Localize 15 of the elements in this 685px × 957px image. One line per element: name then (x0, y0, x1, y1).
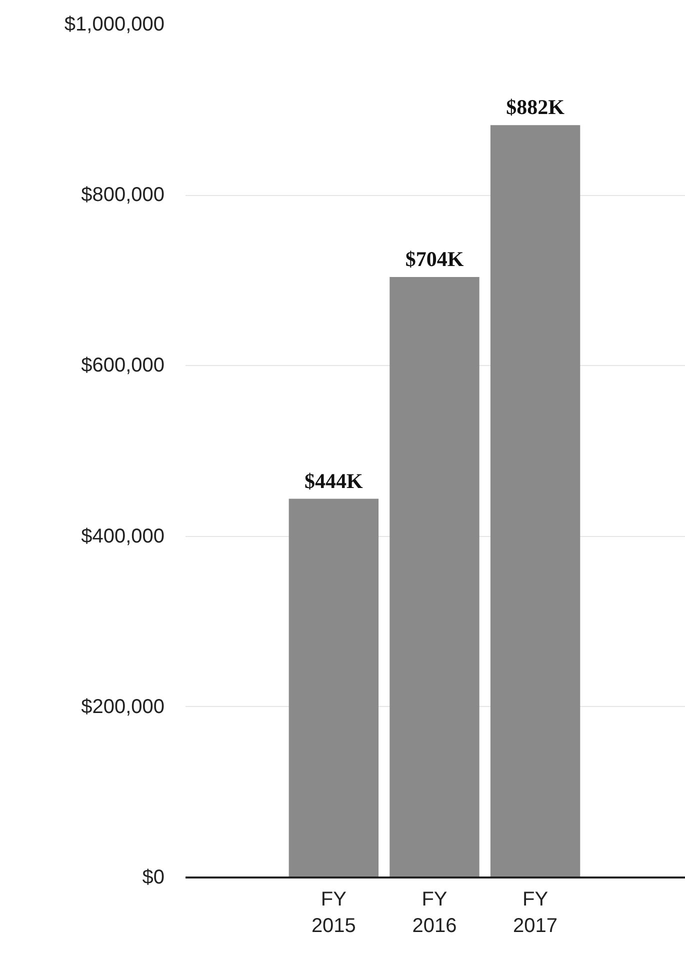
bar (490, 125, 580, 878)
y-tick-label: $200,000 (81, 696, 165, 718)
bar (288, 498, 379, 878)
x-tick-label: FY 2015 (311, 888, 356, 937)
y-tick-label: $0 (142, 866, 165, 888)
data-label: $704K (405, 246, 464, 271)
bar (390, 276, 480, 878)
y-tick-label: $1,000,000 (64, 14, 165, 36)
y-tick-label: $400,000 (81, 525, 165, 548)
x-tick-label: FY 2017 (513, 888, 558, 937)
x-tick-label: FY 2016 (412, 888, 457, 937)
y-tick-label: $800,000 (81, 184, 165, 206)
data-label: $444K (304, 468, 364, 493)
data-label: $882K (506, 95, 566, 120)
y-tick-label: $600,000 (81, 354, 165, 377)
